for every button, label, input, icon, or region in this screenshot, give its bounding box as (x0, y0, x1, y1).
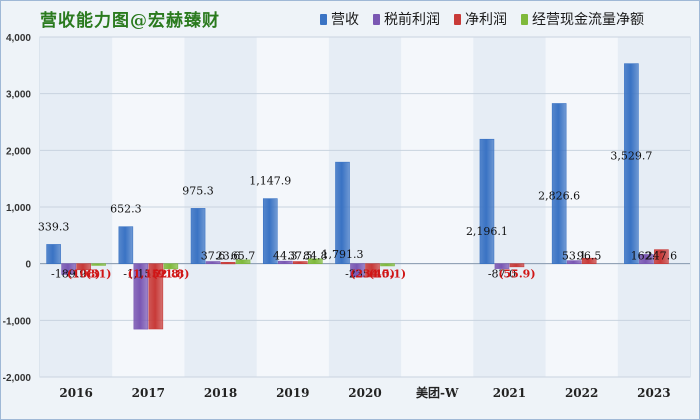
legend-label-revenue: 营收 (331, 11, 359, 27)
data-label: (91.8) (152, 268, 189, 281)
bar-3 (148, 263, 164, 330)
bar-2 (277, 260, 293, 264)
bar-1 (46, 244, 61, 264)
bar-3 (292, 261, 308, 264)
data-label: (55.9) (498, 268, 535, 281)
data-label: 3,529.7 (610, 150, 652, 163)
bar-1 (262, 198, 278, 264)
data-label: 652.3 (110, 203, 142, 216)
data-label: 2,826.6 (538, 189, 580, 202)
bar-4 (163, 263, 179, 270)
data-label: 1,147.9 (249, 175, 291, 188)
bar-2 (639, 254, 654, 264)
legend-item-net-profit: 净利润 (454, 9, 507, 29)
x-tick-label: 2017 (132, 386, 165, 400)
bar-1 (190, 208, 206, 264)
legend-label-net-profit: 净利润 (465, 11, 507, 27)
bar-4 (307, 258, 323, 264)
data-label: 37.5 (288, 250, 313, 263)
legend-label-pretax-profit: 税前利润 (384, 11, 440, 27)
bar-3 (76, 263, 91, 271)
data-label: 247.6 (646, 250, 678, 263)
x-tick-label: 2018 (204, 386, 237, 400)
y-tick-label: -2,000 (3, 373, 32, 384)
data-label: 1,791.3 (322, 248, 364, 261)
bar-1 (335, 161, 350, 264)
legend-swatch-pretax-profit (373, 13, 380, 25)
data-label: -189.9 (51, 268, 86, 281)
x-tick-label: 2016 (59, 386, 92, 400)
data-label: (31) (86, 268, 112, 281)
data-label: 2,196.1 (466, 225, 508, 238)
data-label: 96.5 (577, 250, 602, 263)
legend-item-revenue: 营收 (320, 9, 359, 29)
legend-swatch-net-profit (454, 13, 461, 25)
data-label: 339.3 (38, 220, 70, 233)
data-label: (1,152.8) (128, 268, 184, 281)
bar-2 (133, 263, 149, 330)
bar-4 (380, 263, 395, 267)
y-tick-label: 2,000 (6, 146, 31, 157)
bar-2 (61, 263, 76, 275)
y-tick-label: 1,000 (6, 203, 31, 214)
bar-3 (581, 257, 597, 264)
bar-3 (220, 262, 236, 265)
x-tick-label: 2023 (637, 386, 670, 400)
legend-label-operating-cash-flow: 经营现金流量净额 (532, 11, 644, 27)
data-label: (40.1) (369, 268, 406, 281)
data-label: 53.1 (562, 250, 587, 263)
data-label: (108) (67, 268, 100, 281)
bar-1 (624, 63, 639, 264)
bar-2 (205, 261, 221, 264)
data-label: 65.7 (231, 250, 256, 263)
y-tick-label: 4,000 (6, 33, 31, 44)
bar-4 (91, 263, 106, 266)
data-label: -235 (345, 268, 370, 281)
bar-3 (654, 249, 669, 264)
data-label: 975.3 (182, 184, 214, 197)
data-label: (234.5) (350, 268, 395, 281)
data-label: 84.8 (303, 250, 328, 263)
data-label: -87.0 (488, 268, 516, 281)
bar-2 (494, 263, 510, 269)
x-tick-label: 美团-W (416, 385, 459, 400)
legend-swatch-operating-cash-flow (521, 13, 528, 25)
bar-2 (350, 263, 365, 278)
legend: 营收 税前利润 净利润 经营现金流量净额 (320, 9, 644, 29)
y-tick-label: -1,000 (3, 316, 32, 327)
y-tick-label: 0 (25, 260, 31, 271)
x-tick-label: 2022 (565, 386, 598, 400)
x-tick-label: 2021 (493, 386, 526, 400)
y-tick-label: 3,000 (6, 90, 31, 101)
data-label: 37.6 (201, 250, 226, 263)
legend-swatch-revenue (320, 13, 327, 25)
bar-3 (365, 263, 380, 278)
bar-2 (566, 260, 582, 264)
legend-item-pretax-profit: 税前利润 (373, 9, 440, 29)
x-tick-label: 2019 (276, 386, 309, 400)
data-label: 44.3 (273, 250, 298, 263)
bar-1 (118, 226, 134, 264)
x-tick-label: 2020 (348, 386, 381, 400)
bar-3 (509, 263, 525, 268)
bar-4 (235, 259, 251, 264)
chart-title: 营收能力图@宏赫臻财 (40, 11, 220, 31)
legend-item-operating-cash-flow: 经营现金流量净额 (521, 9, 644, 29)
bar-1 (479, 138, 495, 264)
data-label: 23.6 (216, 250, 241, 263)
bar-1 (551, 103, 567, 264)
